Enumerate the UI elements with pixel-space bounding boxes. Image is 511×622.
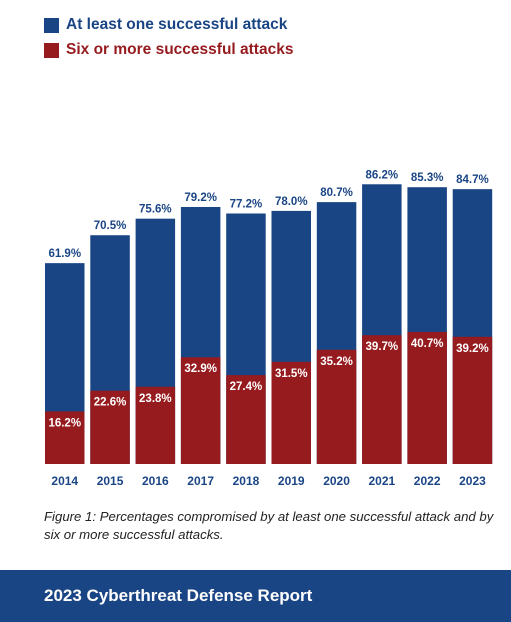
legend-swatch-red (44, 42, 59, 58)
bar-six-2022 (407, 331, 447, 464)
bar-six-2016 (135, 386, 176, 464)
footer-title: 2023 Cyberthreat Defense Report (44, 586, 313, 605)
data-label-one-2015: 70.5% (94, 220, 127, 232)
x-tick-label-2016: 2016 (142, 474, 169, 488)
bar-six-2018 (226, 375, 266, 464)
bar-six-2020 (316, 349, 357, 464)
legend-item-one: At least one successful attack (44, 14, 293, 36)
data-label-six-2023: 39.2% (456, 343, 489, 355)
legend-item-six: Six or more successful attacks (44, 39, 293, 61)
data-label-six-2018: 27.4% (230, 381, 263, 393)
bar-chart: 61.9% 16.2% 2014 70.5% 22.6% 2015 75.6% 23.8% 20… (45, 169, 493, 488)
legend-label-one: At least one successful attack (66, 16, 288, 33)
data-label-one-2016: 75.6% (139, 204, 172, 216)
bar-six-2017 (180, 357, 221, 464)
x-tick-label-2020: 2020 (323, 474, 350, 488)
data-label-six-2017: 32.9% (184, 363, 217, 375)
bar-six-2023 (452, 336, 493, 464)
bar-six-2019 (271, 361, 311, 464)
data-label-one-2018: 77.2% (230, 198, 263, 210)
x-tick-label-2015: 2015 (97, 474, 124, 488)
data-label-six-2022: 40.7% (411, 338, 444, 350)
legend-label-six: Six or more successful attacks (66, 41, 294, 58)
bar-six-2014 (45, 411, 85, 464)
data-label-one-2023: 84.7% (456, 174, 489, 186)
data-label-six-2021: 39.7% (366, 341, 399, 353)
legend-swatch-blue (44, 17, 59, 33)
data-label-six-2014: 16.2% (48, 417, 81, 429)
data-label-six-2016: 23.8% (139, 393, 172, 405)
x-tick-label-2021: 2021 (368, 474, 395, 488)
data-label-one-2022: 85.3% (411, 172, 444, 184)
bar-six-2021 (362, 335, 402, 464)
data-label-one-2019: 78.0% (275, 196, 308, 208)
data-label-one-2021: 86.2% (366, 169, 399, 181)
data-label-six-2015: 22.6% (94, 397, 127, 409)
x-tick-label-2019: 2019 (278, 474, 305, 488)
data-label-six-2020: 35.2% (320, 356, 353, 368)
data-label-one-2014: 61.9% (48, 248, 81, 260)
legend: At least one successful attack Six or mo… (44, 14, 293, 64)
figure-caption: Figure 1: Percentages compromised by at … (44, 509, 494, 542)
x-tick-label-2017: 2017 (187, 474, 214, 488)
x-tick-label-2014: 2014 (51, 474, 78, 488)
footer-banner: 2023 Cyberthreat Defense Report (0, 570, 511, 622)
data-label-six-2019: 31.5% (275, 368, 308, 380)
x-tick-label-2023: 2023 (459, 474, 486, 488)
x-tick-label-2022: 2022 (414, 474, 441, 488)
data-label-one-2017: 79.2% (184, 192, 217, 204)
data-label-one-2020: 80.7% (320, 187, 353, 199)
bar-six-2015 (90, 390, 130, 464)
x-tick-label-2018: 2018 (233, 474, 260, 488)
